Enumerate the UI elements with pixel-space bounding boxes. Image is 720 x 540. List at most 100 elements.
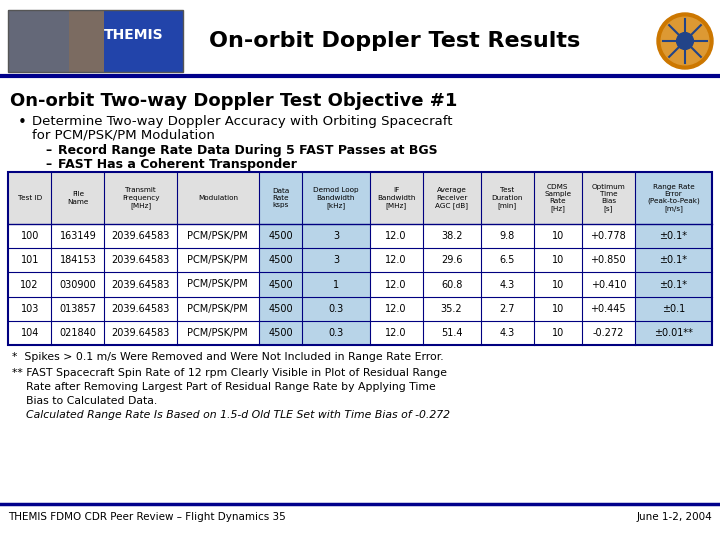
Bar <box>258 248 302 272</box>
Bar <box>302 248 369 272</box>
Text: 163149: 163149 <box>60 231 96 241</box>
Text: 013857: 013857 <box>60 303 96 314</box>
Text: 12.0: 12.0 <box>385 231 407 241</box>
Text: +0.410: +0.410 <box>590 280 626 289</box>
Text: PCM/PSK/PM: PCM/PSK/PM <box>187 303 248 314</box>
Bar <box>8 248 712 272</box>
Circle shape <box>657 13 713 69</box>
Text: +0.778: +0.778 <box>590 231 626 241</box>
Bar <box>8 172 712 224</box>
Bar <box>8 10 69 72</box>
Bar <box>635 248 712 272</box>
Text: Determine Two-way Doppler Accuracy with Orbiting Spacecraft: Determine Two-way Doppler Accuracy with … <box>32 115 452 128</box>
Text: ±0.01**: ±0.01** <box>654 328 693 338</box>
Text: 3: 3 <box>333 231 339 241</box>
Bar <box>8 172 712 345</box>
Text: THEMIS: THEMIS <box>104 28 164 42</box>
Text: +0.850: +0.850 <box>590 255 626 265</box>
Text: Modulation: Modulation <box>198 195 238 201</box>
Bar <box>302 224 369 248</box>
Text: 2039.64583: 2039.64583 <box>112 303 170 314</box>
Text: ±0.1: ±0.1 <box>662 303 685 314</box>
Text: Test
Duration
[min]: Test Duration [min] <box>491 187 523 208</box>
Text: Demod Loop
Bandwidth
[kHz]: Demod Loop Bandwidth [kHz] <box>313 187 359 208</box>
Text: 10: 10 <box>552 328 564 338</box>
Text: -0.272: -0.272 <box>593 328 624 338</box>
Text: Bias to Calculated Data.: Bias to Calculated Data. <box>12 396 157 406</box>
Bar <box>8 10 104 72</box>
Bar <box>258 296 302 321</box>
Bar <box>258 272 302 296</box>
Text: 29.6: 29.6 <box>441 255 462 265</box>
Bar <box>8 224 712 248</box>
Text: 6.5: 6.5 <box>500 255 515 265</box>
Text: 2039.64583: 2039.64583 <box>112 231 170 241</box>
Text: 2039.64583: 2039.64583 <box>112 280 170 289</box>
Text: 9.8: 9.8 <box>500 231 515 241</box>
Text: 4500: 4500 <box>268 255 293 265</box>
Text: 10: 10 <box>552 280 564 289</box>
Text: ** FAST Spacecraft Spin Rate of 12 rpm Clearly Visible in Plot of Residual Range: ** FAST Spacecraft Spin Rate of 12 rpm C… <box>12 368 447 378</box>
Text: Average
Receiver
AGC [dB]: Average Receiver AGC [dB] <box>435 187 468 208</box>
Text: 100: 100 <box>20 231 39 241</box>
Text: On-orbit Two-way Doppler Test Objective #1: On-orbit Two-way Doppler Test Objective … <box>10 92 457 110</box>
Text: 51.4: 51.4 <box>441 328 462 338</box>
Text: •: • <box>18 115 27 130</box>
Text: 104: 104 <box>20 328 39 338</box>
Bar <box>258 321 302 345</box>
Text: On-orbit Doppler Test Results: On-orbit Doppler Test Results <box>210 31 580 51</box>
Text: –: – <box>45 158 51 171</box>
Bar <box>8 272 712 296</box>
Text: ±0.1*: ±0.1* <box>660 231 688 241</box>
Bar <box>635 296 712 321</box>
Text: Optimum
Time
Bias
[s]: Optimum Time Bias [s] <box>591 184 625 212</box>
Text: PCM/PSK/PM: PCM/PSK/PM <box>187 328 248 338</box>
Text: 4500: 4500 <box>268 280 293 289</box>
Text: 4.3: 4.3 <box>500 280 515 289</box>
Text: Range Rate
Error
(Peak-to-Peak)
[m/s]: Range Rate Error (Peak-to-Peak) [m/s] <box>647 184 700 213</box>
Text: IF
Bandwidth
[MHz]: IF Bandwidth [MHz] <box>377 187 415 208</box>
Text: 1: 1 <box>333 280 339 289</box>
Text: 10: 10 <box>552 303 564 314</box>
Text: 4500: 4500 <box>268 303 293 314</box>
Text: THEMIS FDMO CDR Peer Review – Flight Dynamics 35: THEMIS FDMO CDR Peer Review – Flight Dyn… <box>8 512 286 522</box>
Text: 10: 10 <box>552 231 564 241</box>
Text: 4500: 4500 <box>268 328 293 338</box>
Text: 12.0: 12.0 <box>385 328 407 338</box>
Text: Data
Rate
ksps: Data Rate ksps <box>272 188 289 208</box>
Text: for PCM/PSK/PM Modulation: for PCM/PSK/PM Modulation <box>32 129 215 142</box>
Text: 184153: 184153 <box>60 255 96 265</box>
Bar <box>302 296 369 321</box>
Text: Record Range Rate Data During 5 FAST Passes at BGS: Record Range Rate Data During 5 FAST Pas… <box>58 144 438 157</box>
Text: PCM/PSK/PM: PCM/PSK/PM <box>187 255 248 265</box>
Text: 101: 101 <box>20 255 39 265</box>
Bar <box>302 272 369 296</box>
Text: *  Spikes > 0.1 m/s Were Removed and Were Not Included in Range Rate Error.: * Spikes > 0.1 m/s Were Removed and Were… <box>12 352 444 362</box>
Text: +0.445: +0.445 <box>590 303 626 314</box>
Bar <box>8 10 183 72</box>
Text: 12.0: 12.0 <box>385 303 407 314</box>
Text: 60.8: 60.8 <box>441 280 462 289</box>
Text: 4500: 4500 <box>268 231 293 241</box>
Text: 10: 10 <box>552 255 564 265</box>
Text: Rate after Removing Largest Part of Residual Range Rate by Applying Time: Rate after Removing Largest Part of Resi… <box>12 382 436 392</box>
Text: 2.7: 2.7 <box>499 303 515 314</box>
Text: 102: 102 <box>20 280 39 289</box>
Text: PCM/PSK/PM: PCM/PSK/PM <box>187 231 248 241</box>
Text: 2039.64583: 2039.64583 <box>112 328 170 338</box>
Bar <box>635 321 712 345</box>
Text: 12.0: 12.0 <box>385 280 407 289</box>
Text: Test ID: Test ID <box>17 195 42 201</box>
Bar <box>8 321 712 345</box>
Bar <box>302 321 369 345</box>
Text: –: – <box>45 144 51 157</box>
Text: ±0.1*: ±0.1* <box>660 255 688 265</box>
Text: June 1-2, 2004: June 1-2, 2004 <box>636 512 712 522</box>
Bar <box>635 272 712 296</box>
Bar <box>258 172 302 224</box>
Text: 38.2: 38.2 <box>441 231 462 241</box>
Bar <box>635 172 712 224</box>
Bar <box>8 296 712 321</box>
Bar <box>302 172 369 224</box>
Text: 12.0: 12.0 <box>385 255 407 265</box>
